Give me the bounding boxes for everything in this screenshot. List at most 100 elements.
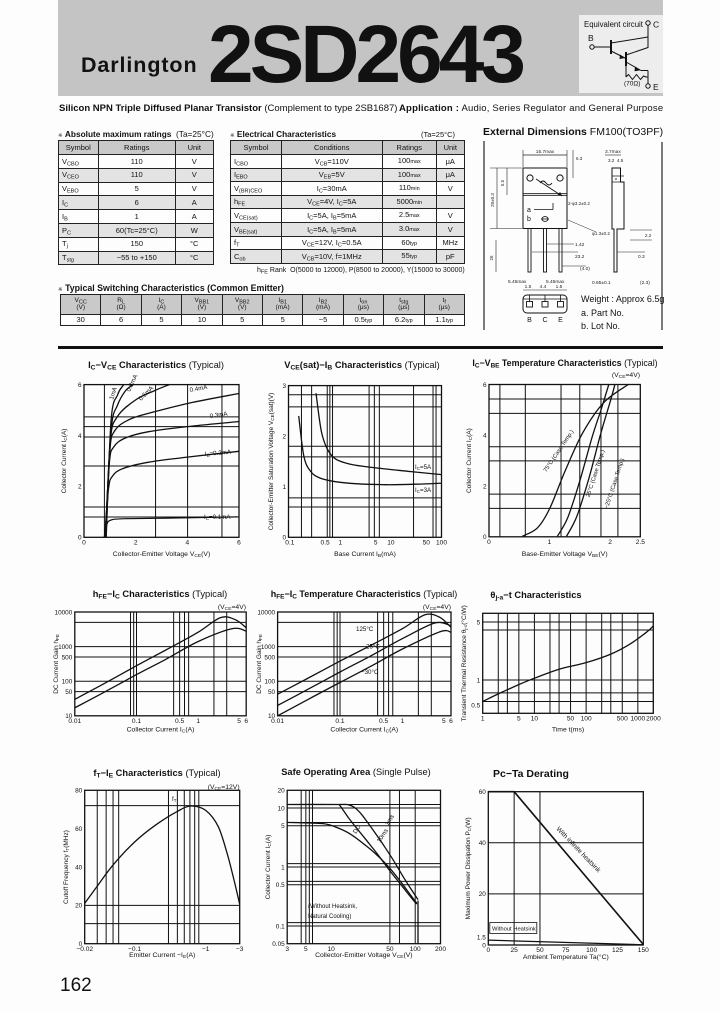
svg-text:4.5: 4.5	[617, 158, 624, 163]
svg-text:0: 0	[282, 535, 286, 542]
svg-text:Base-Emitter Voltage VBE​(V): Base-Emitter Voltage VBE​(V)	[522, 551, 608, 559]
svg-text:0: 0	[487, 539, 491, 546]
svg-text:−25°C (Case Temp.): −25°C (Case Temp.)	[604, 458, 626, 510]
svg-text:500: 500	[62, 654, 73, 661]
svg-text:1: 1	[339, 540, 343, 547]
svg-text:DC: DC	[352, 823, 363, 835]
svg-text:1: 1	[282, 484, 286, 491]
svg-text:0.5: 0.5	[276, 882, 285, 889]
svg-text:2-φ3.2±0.2: 2-φ3.2±0.2	[568, 201, 590, 206]
svg-text:1: 1	[481, 716, 485, 723]
svg-text:5: 5	[237, 718, 241, 725]
svg-text:3: 3	[282, 383, 286, 390]
svg-text:80: 80	[75, 788, 83, 795]
svg-text:6: 6	[78, 382, 82, 389]
svg-text:10000: 10000	[257, 609, 275, 616]
svg-text:15.7max: 15.7max	[536, 149, 555, 155]
svg-text:100: 100	[62, 679, 73, 686]
svg-text:IB​=0.2mA: IB​=0.2mA	[205, 449, 233, 458]
svg-text:5: 5	[517, 716, 521, 723]
svg-text:Collector-Emitter Voltage VCE: Collector-Emitter Voltage VCE​(V)	[315, 952, 412, 960]
svg-text:6: 6	[244, 718, 248, 725]
svg-text:0.65±0.1: 0.65±0.1	[592, 280, 611, 286]
svg-text:1: 1	[477, 677, 481, 684]
svg-text:(Without Heatsink,: (Without Heatsink,	[308, 904, 357, 910]
svg-text:a: a	[527, 207, 531, 214]
svg-text:DC Current Gain hFE​: DC Current Gain hFE​	[53, 634, 60, 694]
svg-text:fT​−IE​ Characteristics (Typic: fT​−IE​ Characteristics (Typical)	[93, 768, 220, 780]
svg-text:26: 26	[489, 255, 494, 261]
svg-text:Cutoff Frequency fT​(MHz): Cutoff Frequency fT​(MHz)	[63, 830, 70, 904]
svg-text:φ1.3±0.2: φ1.3±0.2	[592, 231, 610, 236]
svg-text:0: 0	[82, 540, 86, 547]
svg-text:2.2: 2.2	[645, 233, 652, 238]
svg-text:125: 125	[612, 947, 623, 954]
svg-text:75: 75	[562, 947, 570, 954]
svg-text:5: 5	[281, 823, 285, 830]
svg-text:10: 10	[387, 540, 395, 547]
svg-text:500: 500	[264, 654, 275, 661]
svg-text:0.8mA: 0.8mA	[125, 373, 139, 393]
svg-text:(VCE​=12V): (VCE​=12V)	[208, 784, 240, 792]
svg-text:10: 10	[531, 716, 539, 723]
svg-text:−3: −3	[236, 946, 244, 953]
svg-text:5: 5	[304, 946, 308, 953]
svg-text:E: E	[653, 82, 659, 92]
svg-text:−0.02: −0.02	[76, 946, 93, 953]
svg-text:1000: 1000	[261, 644, 276, 651]
svg-text:Pc−Ta Derating: Pc−Ta Derating	[493, 768, 569, 780]
svg-text:−30°C: −30°C	[361, 669, 379, 676]
svg-text:0.3mA: 0.3mA	[209, 410, 229, 420]
svg-text:hFE​−IC​ Characteristics (Typi: hFE​−IC​ Characteristics (Typical)	[93, 589, 228, 601]
svg-text:3: 3	[285, 946, 289, 953]
svg-text:Collector Current IC​(A): Collector Current IC​(A)	[127, 727, 195, 735]
svg-text:B: B	[588, 33, 594, 43]
svg-text:40: 40	[479, 840, 487, 847]
svg-text:6: 6	[237, 540, 241, 547]
svg-text:100: 100	[410, 946, 421, 953]
svg-text:0.1: 0.1	[335, 718, 344, 725]
svg-text:150: 150	[638, 947, 649, 954]
svg-text:DC Current Gain hFE​: DC Current Gain hFE​	[256, 634, 263, 694]
svg-text:Emitter Current −IE​(A): Emitter Current −IE​(A)	[129, 952, 195, 960]
svg-text:100: 100	[586, 947, 597, 954]
svg-text:10: 10	[268, 713, 276, 720]
svg-text:2: 2	[134, 540, 138, 547]
svg-text:2: 2	[78, 484, 82, 491]
svg-text:200: 200	[435, 946, 446, 953]
svg-text:10ms: 10ms	[376, 828, 390, 845]
svg-text:1: 1	[548, 539, 552, 546]
svg-text:0.6mA: 0.6mA	[137, 384, 155, 402]
svg-text:IC​=3A: IC​=3A	[415, 487, 432, 494]
svg-text:b: b	[527, 216, 531, 223]
svg-text:5.45max: 5.45max	[546, 279, 565, 285]
svg-text:10000: 10000	[55, 609, 73, 616]
svg-text:C: C	[542, 317, 547, 324]
svg-text:5.5: 5.5	[500, 179, 505, 186]
svg-text:0.4mA: 0.4mA	[189, 384, 209, 394]
svg-text:25°C: 25°C	[366, 644, 380, 651]
svg-text:50: 50	[536, 947, 544, 954]
svg-text:50: 50	[567, 716, 575, 723]
svg-text:10: 10	[327, 946, 335, 953]
svg-text:6: 6	[483, 382, 487, 389]
svg-text:IC​=0.1mA: IC​=0.1mA	[204, 514, 231, 521]
svg-text:50: 50	[386, 946, 394, 953]
svg-text:θj-a​−t Characteristics: θj-a​−t Characteristics	[490, 590, 581, 602]
svg-text:fT​: fT​	[172, 796, 177, 803]
svg-text:10: 10	[65, 713, 73, 720]
svg-text:0.3: 0.3	[638, 254, 645, 260]
svg-text:5: 5	[477, 619, 481, 626]
svg-text:20±0.3: 20±0.3	[490, 193, 495, 207]
svg-text:1: 1	[401, 718, 405, 725]
svg-text:23.2: 23.2	[575, 254, 585, 260]
svg-text:IC​−VCE​ Characteristics (Typi: IC​−VCE​ Characteristics (Typical)	[88, 360, 224, 372]
svg-text:Collector Current IC​(A): Collector Current IC​(A)	[466, 428, 473, 493]
svg-text:1ms: 1ms	[384, 813, 396, 827]
svg-text:Collector Current IC​(A): Collector Current IC​(A)	[61, 429, 68, 494]
svg-text:5: 5	[374, 540, 378, 547]
svg-text:0.01: 0.01	[68, 718, 81, 725]
svg-text:1: 1	[196, 718, 200, 725]
svg-text:1000: 1000	[58, 644, 73, 651]
svg-text:IC​=5A: IC​=5A	[415, 464, 432, 471]
